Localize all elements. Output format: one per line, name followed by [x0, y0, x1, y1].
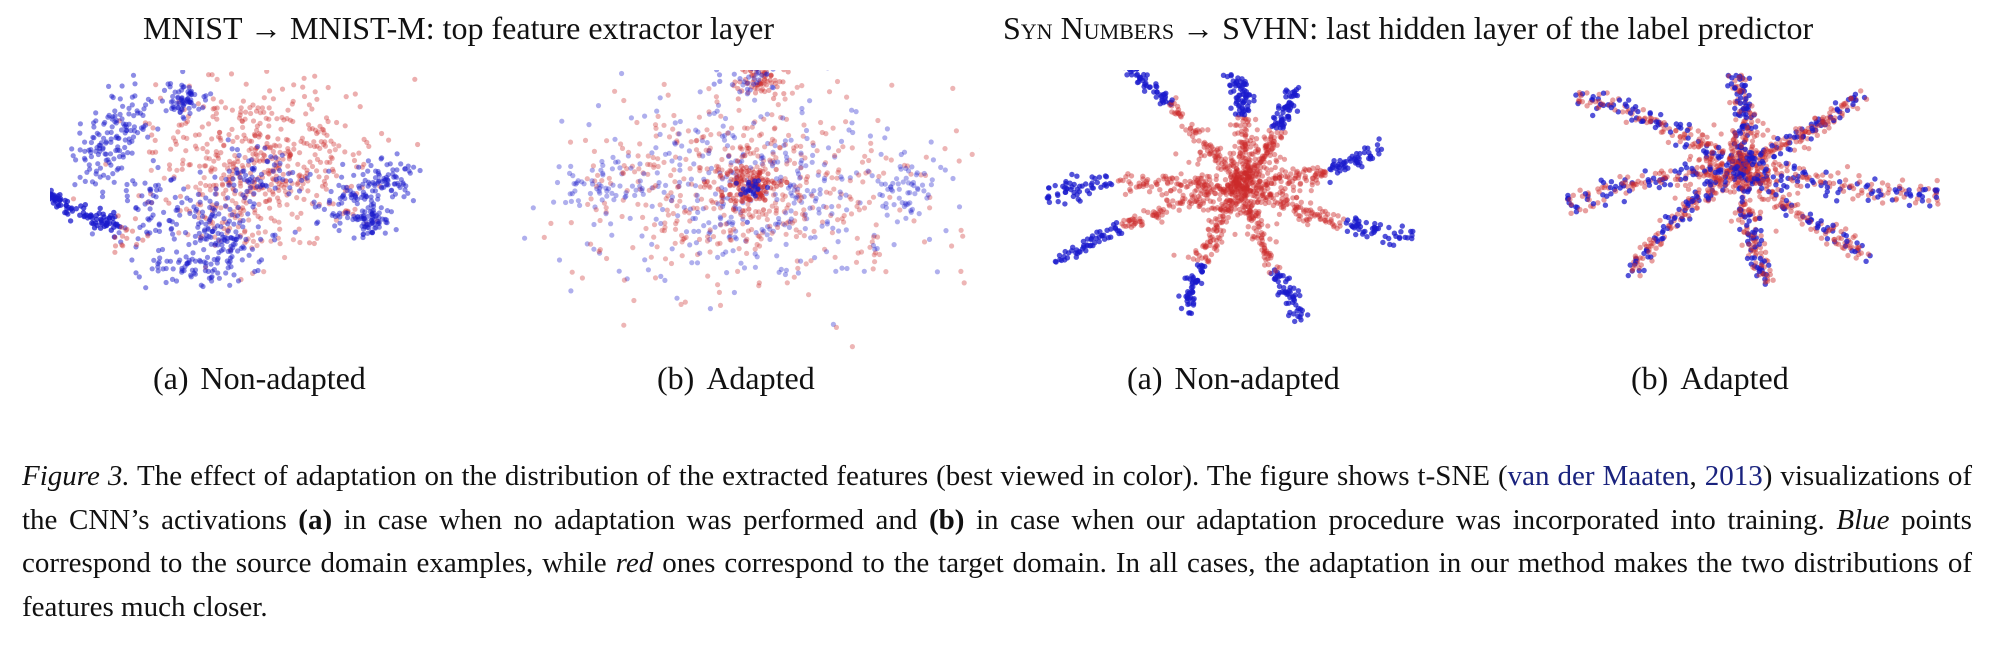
subcaption-svhn-adapted: (b) Adapted — [1631, 360, 1789, 397]
group-title-mnist: MNIST → MNIST-M: top feature extractor l… — [143, 10, 774, 47]
subcaption-text: Non-adapted — [200, 360, 366, 396]
tsne-plot-mnist-adapted — [520, 70, 980, 350]
scatter-svg — [522, 70, 980, 350]
scatter-svg — [1564, 72, 1941, 287]
subcaption-label: (b) — [1631, 360, 1669, 396]
caption-text: ones correspond to the target domain. In… — [22, 547, 1972, 623]
title-arrow: → — [249, 10, 282, 46]
caption-text: The effect of adaptation on the distribu… — [129, 460, 1508, 492]
blue-word: Blue — [1836, 503, 1890, 536]
bold-b: (b) — [928, 503, 965, 536]
subcaption-text: Adapted — [1680, 360, 1789, 396]
title-target: MNIST-M — [289, 10, 426, 46]
caption-text: points correspond to the source domain e… — [22, 503, 1972, 580]
title-source: MNIST — [143, 10, 242, 46]
caption-text: , — [1689, 460, 1705, 492]
tsne-plot-svhn-adapted — [1495, 70, 1955, 350]
subcaption-mnist-adapted: (b) Adapted — [657, 360, 815, 397]
citation-year-link[interactable]: 2013 — [1704, 460, 1763, 492]
citation-author-link[interactable]: van der Maaten — [1507, 460, 1690, 492]
caption-text: in case when no adaptation was performed… — [332, 503, 929, 536]
title-arrow: → — [1182, 10, 1215, 46]
group-title-svhn: Syn Numbers → SVHN: last hidden layer of… — [1003, 10, 1813, 47]
subcaption-mnist-non-adapted: (a) Non-adapted — [153, 360, 366, 397]
title-source: Syn Numbers — [1003, 10, 1175, 46]
subcaption-svhn-non-adapted: (a) Non-adapted — [1127, 360, 1340, 397]
title-rest: : last hidden layer of the label predict… — [1309, 10, 1814, 46]
bold-a: (a) — [298, 503, 333, 536]
scatter-svg — [50, 70, 423, 291]
figure-label: Figure 3. — [22, 460, 130, 492]
title-target: SVHN — [1222, 10, 1310, 46]
caption-text: ) visualizations of the CNN’s activation… — [22, 460, 1972, 536]
scatter-svg — [1044, 70, 1416, 325]
subcaption-label: (a) — [1127, 360, 1163, 396]
red-word: red — [615, 547, 654, 579]
subcaption-label: (a) — [153, 360, 189, 396]
figure-caption: Figure 3. The effect of adaptation on th… — [22, 455, 1972, 629]
subcaption-text: Non-adapted — [1174, 360, 1340, 396]
subcaption-label: (b) — [657, 360, 695, 396]
subcaption-text: Adapted — [706, 360, 815, 396]
tsne-plot-svhn-non-adapted — [1025, 70, 1485, 350]
tsne-plot-mnist-non-adapted — [50, 70, 510, 350]
caption-text: in case when our adaptation procedure wa… — [964, 503, 1837, 536]
title-rest: : top feature extractor layer — [425, 10, 774, 46]
